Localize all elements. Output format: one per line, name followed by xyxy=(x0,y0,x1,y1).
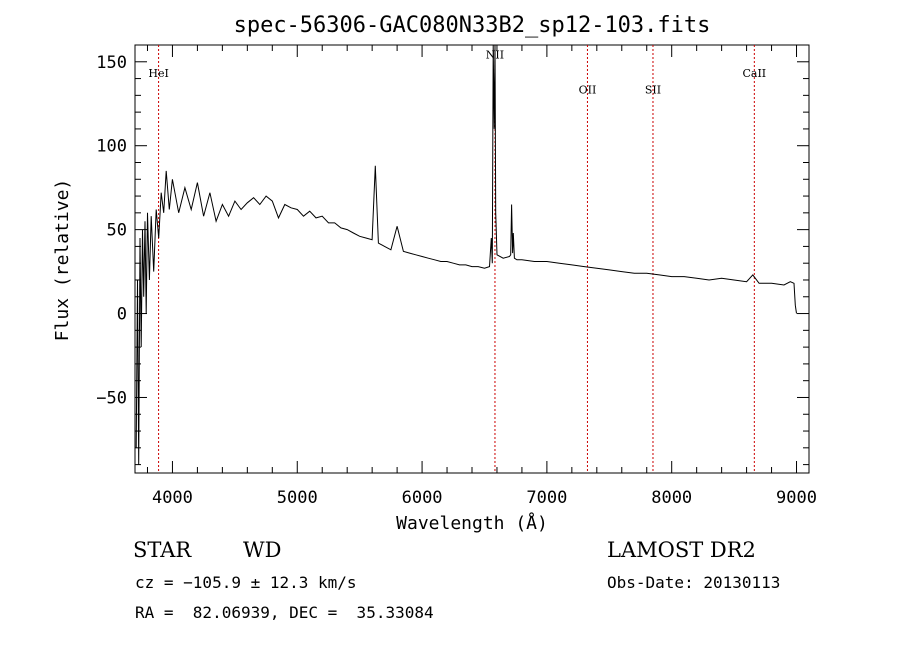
line-marker-label: HeI xyxy=(148,67,168,80)
x-tick-label: 5000 xyxy=(277,488,318,508)
y-axis: 150 100 50 0 −50 xyxy=(96,44,809,466)
line-marker-label: CaII xyxy=(742,67,766,80)
spectrum-line xyxy=(135,44,797,465)
y-tick-label: 0 xyxy=(117,305,127,325)
y-axis-label: Flux (relative) xyxy=(52,179,73,342)
x-tick-label: 7000 xyxy=(526,488,567,508)
x-tick-label: 4000 xyxy=(152,488,193,508)
plot-frame xyxy=(134,44,810,474)
object-subclass: WD xyxy=(243,538,282,562)
line-marker-label: SII xyxy=(645,84,661,97)
survey-name: LAMOST DR2 xyxy=(607,538,756,562)
x-tick-label: 8000 xyxy=(651,488,692,508)
y-tick-label: −50 xyxy=(96,388,127,408)
object-class: STAR xyxy=(133,538,192,562)
y-tick-label: 150 xyxy=(96,53,127,73)
x-axis: 4000 5000 6000 7000 8000 9000 xyxy=(146,45,817,508)
line-marker-label: OII xyxy=(579,84,597,97)
y-tick-label: 100 xyxy=(96,137,127,157)
observation-date: Obs-Date: 20130113 xyxy=(607,573,781,592)
x-tick-label: 6000 xyxy=(402,488,443,508)
x-axis-label: Wavelength (Å) xyxy=(396,512,548,534)
y-tick-label: 50 xyxy=(107,221,127,241)
radial-velocity: cz = −105.9 ± 12.3 km/s xyxy=(135,573,357,592)
chart-title: spec-56306-GAC080N33B2_sp12-103.fits xyxy=(234,13,711,38)
x-tick-label: 9000 xyxy=(776,488,817,508)
sky-coordinates: RA = 82.06939, DEC = 35.33084 xyxy=(135,603,434,622)
